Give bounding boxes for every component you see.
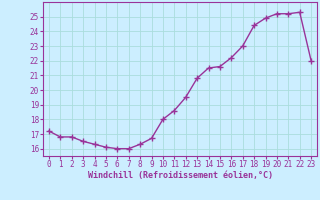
X-axis label: Windchill (Refroidissement éolien,°C): Windchill (Refroidissement éolien,°C) xyxy=(87,171,273,180)
